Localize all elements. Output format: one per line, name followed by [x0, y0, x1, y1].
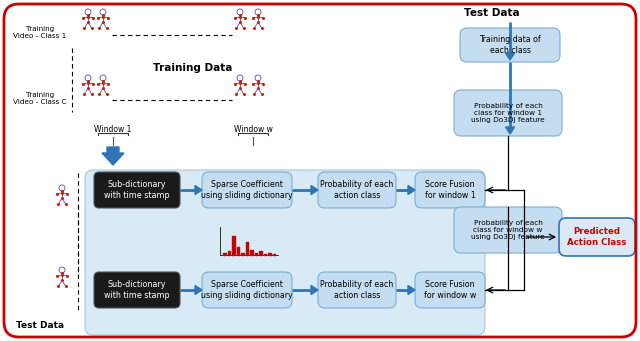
Text: Test Data: Test Data — [464, 8, 520, 18]
FancyBboxPatch shape — [94, 172, 180, 208]
Text: Probability of each
class for window w
using Do3DJ feature: Probability of each class for window w u… — [471, 220, 545, 240]
FancyBboxPatch shape — [454, 207, 562, 253]
FancyBboxPatch shape — [318, 272, 396, 308]
Text: Score Fusion
for window 1: Score Fusion for window 1 — [424, 180, 476, 200]
FancyBboxPatch shape — [202, 272, 292, 308]
Text: Score Fusion
for window w: Score Fusion for window w — [424, 280, 476, 300]
Text: Predicted
Action Class: Predicted Action Class — [567, 227, 627, 247]
FancyBboxPatch shape — [415, 172, 485, 208]
Text: Sub-dictionary
with time stamp: Sub-dictionary with time stamp — [104, 280, 170, 300]
Polygon shape — [408, 285, 415, 295]
FancyBboxPatch shape — [85, 170, 485, 335]
Text: Training data of
each class: Training data of each class — [479, 35, 541, 55]
Text: Window w: Window w — [234, 125, 273, 134]
Text: Sparse Coefficient
using sliding dictionary: Sparse Coefficient using sliding diction… — [201, 180, 293, 200]
Text: Training Data: Training Data — [154, 63, 233, 73]
Polygon shape — [102, 147, 124, 165]
Polygon shape — [195, 285, 202, 295]
Text: Probability of each
class for window 1
using Do3DJ feature: Probability of each class for window 1 u… — [471, 103, 545, 123]
Polygon shape — [311, 285, 318, 295]
Text: Probability of each
action class: Probability of each action class — [321, 180, 394, 200]
Text: Sparse Coefficient
using sliding dictionary: Sparse Coefficient using sliding diction… — [201, 280, 293, 300]
FancyBboxPatch shape — [559, 218, 635, 256]
Polygon shape — [408, 186, 415, 194]
FancyBboxPatch shape — [454, 90, 562, 136]
Text: Training
Video - Class 1: Training Video - Class 1 — [13, 27, 67, 40]
FancyBboxPatch shape — [202, 172, 292, 208]
Text: Test Data: Test Data — [16, 321, 64, 329]
FancyBboxPatch shape — [94, 272, 180, 308]
Text: Sub-dictionary
with time stamp: Sub-dictionary with time stamp — [104, 180, 170, 200]
Polygon shape — [506, 127, 515, 134]
FancyBboxPatch shape — [318, 172, 396, 208]
Text: Probability of each
action class: Probability of each action class — [321, 280, 394, 300]
Polygon shape — [311, 186, 318, 194]
FancyBboxPatch shape — [460, 28, 560, 62]
Polygon shape — [506, 53, 515, 60]
Text: Window 1: Window 1 — [94, 125, 132, 134]
Text: Training
Video - Class C: Training Video - Class C — [13, 91, 67, 104]
FancyBboxPatch shape — [415, 272, 485, 308]
Polygon shape — [195, 186, 202, 194]
